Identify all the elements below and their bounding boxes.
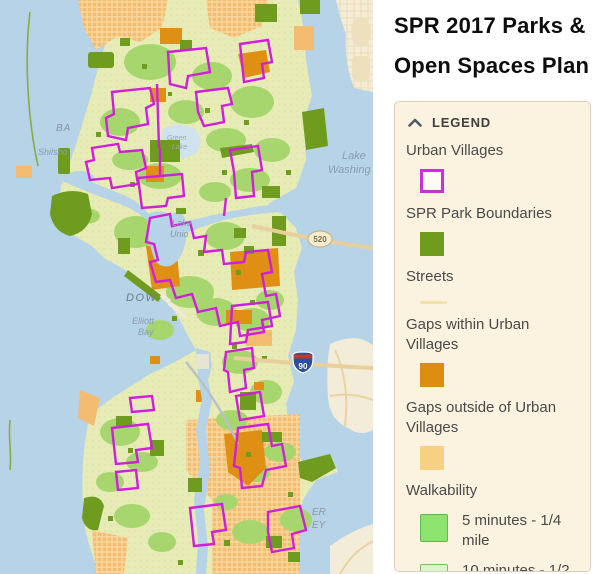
walk-10min-swatch xyxy=(420,564,448,571)
street-grid-overlay xyxy=(78,0,300,574)
legend-item-gaps-outside: Gaps outside of Urban Villages xyxy=(406,398,578,470)
eastside-land xyxy=(327,0,373,574)
map-labels: BA Shilsho Green Lake Lake Washing Lake … xyxy=(38,123,371,531)
green-lake-label-2: Lake xyxy=(172,144,187,151)
elliott-bay-label-2: Bay xyxy=(138,327,154,337)
green-lake-label-1: Green xyxy=(167,135,187,142)
legend-label: Walkability xyxy=(406,482,478,499)
elliott-bay-label-1: Elliott xyxy=(132,316,155,326)
interstate-90-shield: 90 xyxy=(292,351,314,374)
spr-park-swatch xyxy=(420,232,444,256)
legend-item-walk-5min: 5 minutes - 1/4 mile xyxy=(420,511,578,551)
map-canvas[interactable]: 520 90 BA Shilsho Green Lake Lake Washin… xyxy=(0,0,373,574)
legend-item-walk-10min: 10 minutes - 1/2 xyxy=(420,561,578,572)
legend-label: Gaps outside of Urban Villages xyxy=(406,399,557,436)
walk-5min-swatch xyxy=(420,514,448,542)
interstate-90-label: 90 xyxy=(299,362,308,371)
page-title: SPR 2017 Parks & Open Spaces Plan xyxy=(394,6,593,86)
district-label-north: BA xyxy=(56,123,71,134)
page-title-line2: Open Spaces Plan xyxy=(394,53,590,78)
legend-header-label: LEGEND xyxy=(432,115,491,130)
legend-item-spr-park-boundaries: SPR Park Boundaries xyxy=(406,204,578,256)
page-title-line1: SPR 2017 Parks & xyxy=(394,13,586,38)
legend-panel: LEGEND Urban Villages SPR Park Boundarie… xyxy=(394,101,591,572)
seattle-map: 520 90 BA Shilsho Green Lake Lake Washin… xyxy=(8,0,373,574)
waterfront-piers xyxy=(159,293,188,320)
gaps-within-swatch xyxy=(420,363,444,387)
lake-washington-label-1: Lake xyxy=(342,150,366,162)
legend-collapse-header[interactable]: LEGEND xyxy=(408,115,578,130)
legend-label: Urban Villages xyxy=(406,142,504,159)
route-520-shield: 520 xyxy=(307,230,333,248)
route-520-label: 520 xyxy=(313,235,327,244)
city-boundary-line xyxy=(8,11,39,471)
urban-villages-swatch xyxy=(420,169,444,193)
valley-label-1: ER xyxy=(312,507,326,518)
legend-item-urban-villages: Urban Villages xyxy=(406,141,578,193)
harbor-island xyxy=(197,354,209,369)
legend-label: Streets xyxy=(406,268,454,285)
urban-village-outlines xyxy=(84,38,308,554)
downtown-label: DOW xyxy=(126,292,158,304)
lake-union-label-2: Unio xyxy=(170,229,189,239)
gaps-outside-swatch xyxy=(420,446,444,470)
legend-label: Gaps within Urban Villages xyxy=(406,316,530,353)
legend-label: 5 minutes - 1/4 mile xyxy=(462,512,562,549)
shilshole-label: Shilsho xyxy=(38,147,68,157)
legend-label: SPR Park Boundaries xyxy=(406,205,552,222)
info-panel: SPR 2017 Parks & Open Spaces Plan LEGEND… xyxy=(373,0,600,574)
legend-label: 10 minutes - 1/2 xyxy=(462,562,570,572)
streets-swatch xyxy=(420,301,447,304)
legend-item-gaps-within: Gaps within Urban Villages xyxy=(406,315,578,387)
lake-union-label-1: Lake xyxy=(172,218,192,228)
legend-item-streets: Streets xyxy=(406,267,578,304)
legend-item-walkability: Walkability 5 minutes - 1/4 mile 10 minu… xyxy=(406,481,578,572)
chevron-up-icon xyxy=(408,118,422,127)
valley-label-2: EY xyxy=(312,520,327,531)
lake-washington-label-2: Washing xyxy=(328,164,371,176)
